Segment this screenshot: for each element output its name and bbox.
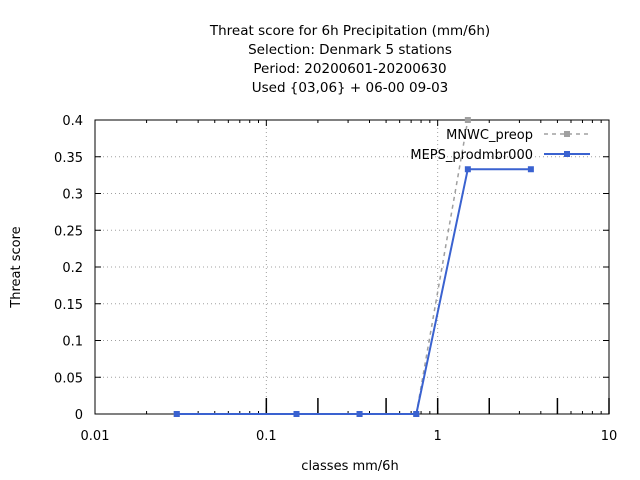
y-tick-label: 0.05	[54, 371, 83, 386]
legend-label: MEPS_prodmbr000	[410, 148, 533, 163]
y-axis: 0 0.05 0.1 0.15 0.2 0.25 0.3 0.35 0.4	[54, 114, 609, 423]
legend-marker	[564, 131, 570, 137]
title-line: Selection: Denmark 5 stations	[248, 42, 452, 58]
data-point	[173, 411, 180, 417]
y-tick-label: 0.2	[62, 261, 83, 276]
legend-label: MNWC_preop	[446, 128, 533, 143]
x-tick-label: 10	[601, 429, 618, 444]
chart-title: Threat score for 6h Precipitation (mm/6h…	[209, 23, 490, 96]
data-point	[464, 166, 471, 173]
title-line: Used {03,06} + 06-00 09-03	[252, 80, 449, 96]
y-tick-label: 0	[75, 408, 83, 423]
x-axis-label: classes mm/6h	[301, 459, 398, 474]
x-axis: 0.01 0.1 1 10	[81, 120, 618, 444]
legend-marker	[564, 151, 570, 157]
y-tick-label: 0.3	[62, 188, 83, 203]
y-tick-label: 0.25	[54, 224, 83, 239]
x-tick-label: 0.1	[256, 429, 277, 444]
grid	[95, 120, 609, 414]
title-line: Threat score for 6h Precipitation (mm/6h…	[209, 23, 490, 39]
y-tick-label: 0.15	[54, 298, 83, 313]
data-point	[464, 117, 471, 123]
title-line: Period: 20200601-20200630	[253, 61, 446, 77]
x-tick-label: 1	[434, 429, 442, 444]
data-point	[356, 411, 363, 417]
x-tick-label: 0.01	[81, 429, 110, 444]
legend: MNWC_preop MEPS_prodmbr000	[410, 128, 590, 163]
series-line	[176, 119, 469, 415]
series-layer	[173, 117, 534, 417]
y-tick-label: 0.4	[62, 114, 83, 129]
data-point	[293, 411, 300, 417]
series-line	[176, 168, 531, 415]
y-axis-label: Threat score	[9, 226, 24, 308]
y-tick-label: 0.35	[54, 151, 83, 166]
data-point	[413, 411, 420, 417]
data-point	[527, 166, 534, 173]
y-tick-label: 0.1	[62, 335, 83, 350]
